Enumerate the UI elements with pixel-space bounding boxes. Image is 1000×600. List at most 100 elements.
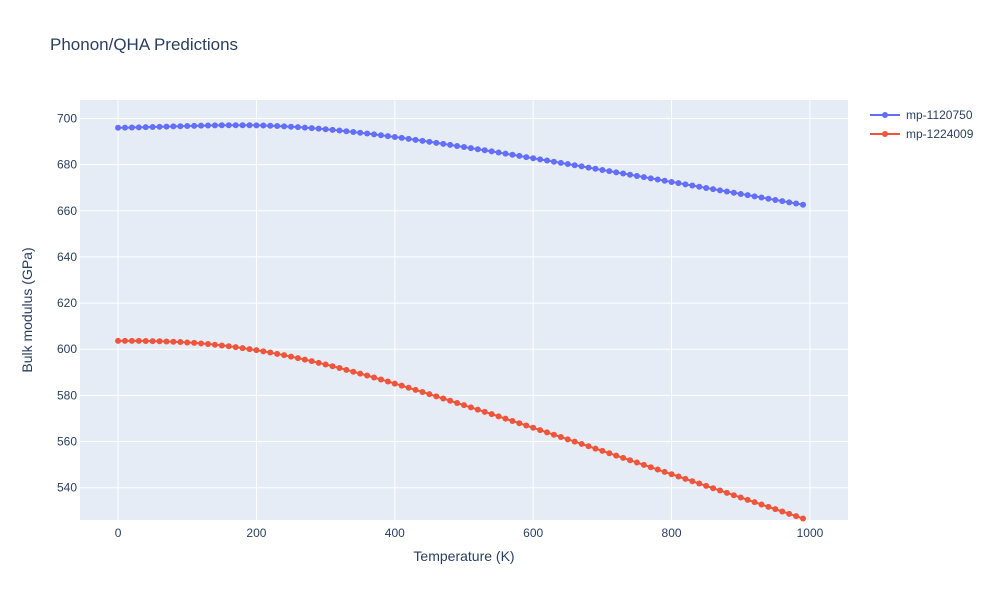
data-point [191, 339, 198, 346]
data-point [184, 339, 191, 346]
data-point [502, 415, 509, 422]
data-point [675, 180, 682, 187]
data-point [163, 123, 170, 130]
data-point [198, 122, 205, 129]
data-point [523, 154, 530, 161]
data-point [225, 343, 232, 350]
data-point [571, 162, 578, 169]
data-point [205, 122, 211, 129]
data-point [267, 349, 274, 356]
data-point [765, 195, 772, 202]
data-point [115, 124, 122, 131]
data-point [419, 137, 426, 144]
data-point [800, 201, 807, 208]
data-point [274, 350, 281, 357]
data-point [377, 376, 384, 383]
data-point [454, 399, 461, 406]
legend-item[interactable]: mp-1120750 [870, 108, 973, 122]
data-point [786, 510, 793, 517]
y-tick-label: 640 [57, 250, 77, 264]
data-point [156, 338, 163, 345]
legend-item[interactable]: mp-1224009 [870, 127, 974, 141]
y-tick-label: 620 [57, 296, 77, 310]
data-point [170, 338, 177, 345]
data-point [357, 129, 364, 136]
y-tick-label: 560 [57, 435, 77, 449]
data-point [391, 380, 398, 387]
data-point [696, 480, 703, 487]
data-point [627, 171, 634, 178]
data-point [516, 420, 523, 427]
data-point [772, 506, 779, 513]
data-point [156, 123, 163, 130]
data-point [447, 141, 454, 148]
chart-title: Phonon/QHA Predictions [50, 35, 238, 54]
data-point [592, 445, 599, 452]
grid-lines [80, 100, 848, 520]
series-mp-1224009 [115, 337, 807, 522]
y-tick-label: 660 [57, 204, 77, 218]
data-point [419, 389, 426, 396]
data-point [467, 404, 474, 411]
data-point [177, 123, 184, 130]
data-point [627, 457, 634, 464]
data-point [440, 140, 447, 147]
data-point [710, 186, 717, 193]
data-point [135, 337, 142, 344]
data-point [723, 489, 730, 496]
x-tick-label: 1000 [797, 526, 824, 540]
data-point [239, 345, 246, 352]
data-point [703, 482, 710, 489]
data-point [730, 492, 737, 499]
data-point [585, 443, 592, 450]
data-point [682, 475, 689, 482]
data-point [461, 144, 467, 151]
data-point [730, 189, 737, 196]
series-line [118, 339, 804, 520]
data-point [751, 193, 758, 200]
series-line [118, 124, 804, 206]
plot-area [80, 100, 848, 520]
data-point [613, 169, 620, 176]
data-point [288, 123, 295, 130]
data-point [232, 122, 239, 129]
data-point [668, 471, 675, 478]
data-point [184, 123, 191, 130]
data-point [281, 123, 288, 130]
legend[interactable]: mp-1120750 mp-1224009 [870, 108, 974, 141]
data-point [260, 122, 267, 129]
data-point [301, 124, 308, 131]
data-point [391, 133, 398, 140]
data-point [398, 134, 405, 141]
data-point [128, 124, 135, 131]
y-tick-label: 700 [57, 111, 77, 125]
data-point [509, 417, 516, 424]
data-point [336, 365, 343, 372]
data-point [668, 178, 675, 185]
data-point [322, 361, 329, 368]
data-point [294, 124, 301, 131]
data-point [488, 148, 495, 155]
x-axis-title: Temperature (K) [413, 548, 514, 564]
data-point [121, 124, 128, 131]
data-point [737, 494, 744, 501]
data-point [281, 352, 288, 359]
data-point [211, 341, 218, 348]
data-point [205, 341, 211, 348]
data-point [613, 452, 620, 459]
data-point [765, 503, 772, 510]
legend-label: mp-1120750 [906, 108, 973, 122]
data-point [758, 194, 765, 201]
data-point [350, 368, 357, 375]
data-point [488, 411, 495, 418]
data-point [177, 339, 184, 346]
data-point [405, 135, 412, 142]
x-tick-label: 200 [246, 526, 266, 540]
data-point [343, 128, 350, 135]
series-layer [115, 122, 807, 522]
data-point [474, 146, 481, 153]
data-point [661, 177, 668, 184]
data-point [481, 408, 488, 415]
data-point [211, 122, 218, 129]
